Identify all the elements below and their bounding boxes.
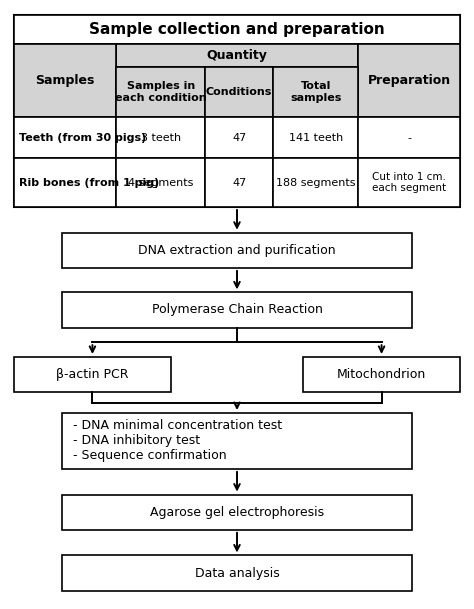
Bar — [116, 67, 205, 117]
Bar — [273, 158, 358, 207]
Bar — [62, 555, 412, 591]
Text: Cut into 1 cm.
each segment: Cut into 1 cm. each segment — [372, 172, 446, 194]
Bar — [62, 495, 412, 530]
Text: Rib bones (from 1 pig): Rib bones (from 1 pig) — [19, 178, 159, 188]
Bar — [14, 15, 460, 207]
Bar — [273, 117, 358, 158]
Text: Conditions: Conditions — [206, 87, 273, 97]
Text: Teeth (from 30 pigs): Teeth (from 30 pigs) — [19, 133, 146, 143]
Text: 188 segments: 188 segments — [276, 178, 356, 188]
Text: -: - — [407, 133, 411, 143]
Bar — [273, 67, 358, 117]
Text: Quantity: Quantity — [207, 49, 268, 62]
Bar — [62, 413, 412, 469]
Bar — [358, 44, 460, 117]
Text: Samples: Samples — [36, 74, 95, 87]
Bar — [14, 44, 116, 117]
Text: Agarose gel electrophoresis: Agarose gel electrophoresis — [150, 505, 324, 519]
Bar — [205, 67, 273, 117]
Bar — [205, 158, 273, 207]
Text: Preparation: Preparation — [367, 74, 451, 87]
Bar — [14, 158, 116, 207]
Text: Polymerase Chain Reaction: Polymerase Chain Reaction — [152, 303, 322, 317]
Bar — [116, 117, 205, 158]
Bar — [62, 292, 412, 328]
Bar — [205, 117, 273, 158]
Bar — [358, 117, 460, 158]
Text: Sample collection and preparation: Sample collection and preparation — [89, 22, 385, 37]
Bar — [62, 233, 412, 268]
Text: DNA extraction and purification: DNA extraction and purification — [138, 244, 336, 257]
Bar — [14, 357, 171, 392]
Bar — [358, 158, 460, 207]
Text: 3 teeth: 3 teeth — [141, 133, 181, 143]
Bar — [116, 158, 205, 207]
Text: - DNA minimal concentration test
- DNA inhibitory test
- Sequence confirmation: - DNA minimal concentration test - DNA i… — [73, 420, 283, 462]
Bar — [116, 44, 358, 67]
Text: 141 teeth: 141 teeth — [289, 133, 343, 143]
Text: 47: 47 — [232, 178, 246, 188]
Bar — [303, 357, 460, 392]
Text: β-actin PCR: β-actin PCR — [56, 368, 128, 381]
Text: Mitochondrion: Mitochondrion — [337, 368, 426, 381]
Bar — [14, 15, 460, 44]
Text: Data analysis: Data analysis — [195, 566, 279, 580]
Text: 4 segments: 4 segments — [128, 178, 193, 188]
Text: Total
samples: Total samples — [290, 81, 341, 103]
Text: 47: 47 — [232, 133, 246, 143]
Bar — [14, 117, 116, 158]
Text: Samples in
each condition: Samples in each condition — [115, 81, 207, 103]
